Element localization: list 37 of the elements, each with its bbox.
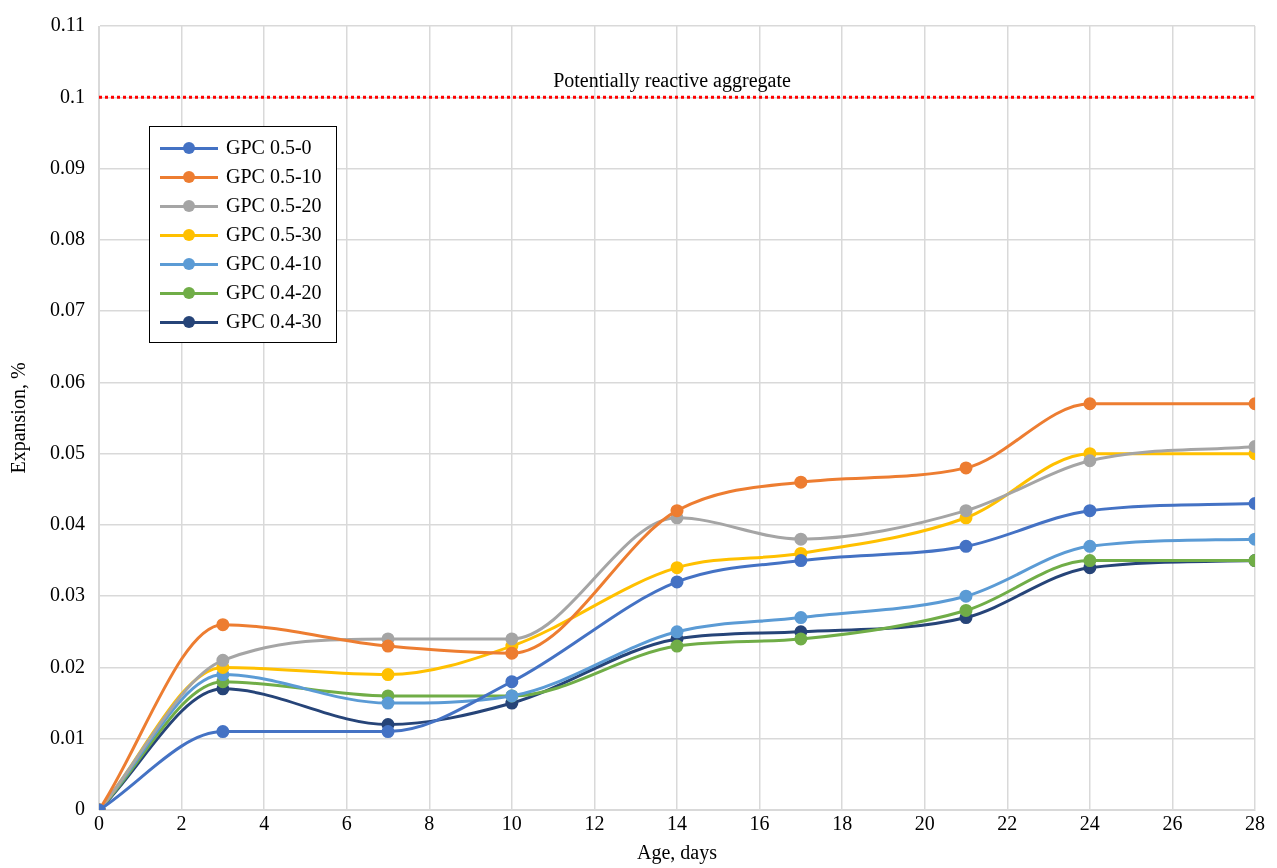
ref-line-label: Potentially reactive aggregate bbox=[553, 68, 791, 92]
x-tick-label: 20 bbox=[914, 812, 935, 835]
y-tick-label: 0.08 bbox=[50, 227, 85, 250]
y-tick-label: 0.09 bbox=[50, 155, 85, 178]
x-tick-label: 18 bbox=[832, 812, 853, 835]
legend-label: GPC 0.5-10 bbox=[226, 165, 322, 188]
y-tick-label: 0.07 bbox=[50, 298, 85, 321]
y-tick-label: 0.01 bbox=[50, 725, 85, 748]
x-tick-label: 0 bbox=[94, 812, 104, 835]
y-tick-label: 0.04 bbox=[50, 512, 85, 535]
x-axis-title: Age, days bbox=[637, 841, 718, 865]
legend-label: GPC 0.4-10 bbox=[226, 252, 322, 275]
y-tick-label: 0.11 bbox=[50, 13, 85, 36]
x-tick-label: 8 bbox=[424, 812, 435, 835]
x-tick-label: 10 bbox=[501, 812, 522, 835]
y-tick-label: 0.06 bbox=[50, 369, 85, 392]
x-tick-label: 2 bbox=[176, 812, 187, 835]
legend-label: GPC 0.5-0 bbox=[226, 136, 312, 159]
x-tick-label: 4 bbox=[259, 812, 270, 835]
y-tick-label: 0.05 bbox=[50, 440, 85, 463]
x-tick-label: 22 bbox=[997, 812, 1018, 835]
legend-label: GPC 0.4-30 bbox=[226, 310, 322, 333]
legend-label: GPC 0.4-20 bbox=[226, 281, 322, 304]
y-tick-label: 0.02 bbox=[50, 654, 85, 677]
x-tick-label: 24 bbox=[1079, 812, 1100, 835]
x-tick-label: 14 bbox=[667, 812, 687, 835]
y-axis-title: Expansion, % bbox=[7, 362, 31, 474]
y-tick-label: 0.03 bbox=[50, 583, 85, 606]
x-tick-label: 6 bbox=[341, 812, 352, 835]
x-tick-label: 12 bbox=[584, 812, 605, 835]
x-tick-label: 28 bbox=[1245, 812, 1265, 835]
legend-label: GPC 0.5-30 bbox=[226, 223, 322, 246]
x-tick-label: 26 bbox=[1162, 812, 1183, 835]
y-tick-label: 0 bbox=[75, 797, 85, 820]
y-tick-label: 0.1 bbox=[60, 84, 85, 107]
legend-label: GPC 0.5-20 bbox=[226, 194, 322, 217]
x-tick-label: 16 bbox=[749, 812, 770, 835]
